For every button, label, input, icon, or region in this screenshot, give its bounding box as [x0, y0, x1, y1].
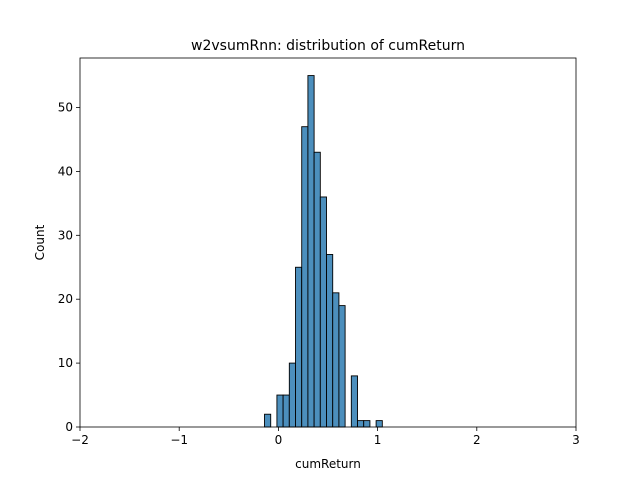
x-tick-label: −1 [170, 433, 188, 447]
y-tick-label: 10 [58, 356, 73, 370]
x-tick-label: 2 [473, 433, 481, 447]
histogram-bar [332, 292, 340, 428]
histogram-bar [319, 196, 327, 428]
histogram-bar [350, 375, 358, 428]
histogram-bar [375, 420, 383, 428]
x-tick-label: −2 [71, 433, 89, 447]
y-tick-label: 40 [58, 164, 73, 178]
y-tick-label: 30 [58, 228, 73, 242]
x-axis-label: cumReturn [295, 457, 361, 471]
x-axis: −2 −1 0 1 2 3 [71, 427, 580, 447]
histogram-bar [357, 420, 365, 428]
y-axis-label: Count [33, 224, 47, 260]
x-tick-label: 1 [374, 433, 382, 447]
y-tick-label: 20 [58, 292, 73, 306]
histogram-bar [295, 266, 303, 428]
histogram-bar [307, 75, 315, 428]
histogram-bar [276, 394, 284, 428]
histogram-bar [282, 394, 290, 428]
histogram-bar [288, 362, 296, 428]
histogram-bar [363, 420, 371, 428]
chart-title: w2vsumRnn: distribution of cumReturn [191, 38, 465, 54]
x-tick-label: 0 [275, 433, 283, 447]
y-tick-label: 0 [65, 420, 73, 434]
y-axis: 0 10 20 30 40 50 [58, 101, 80, 434]
histogram-bar [301, 126, 309, 428]
bars-group [264, 75, 383, 428]
histogram-bar [313, 151, 321, 428]
histogram-bar [338, 305, 346, 428]
plot-frame [79, 57, 577, 428]
x-tick-label: 3 [572, 433, 580, 447]
histogram-bar [264, 413, 272, 428]
y-tick-label: 50 [58, 101, 73, 115]
histogram-bar [326, 254, 334, 428]
